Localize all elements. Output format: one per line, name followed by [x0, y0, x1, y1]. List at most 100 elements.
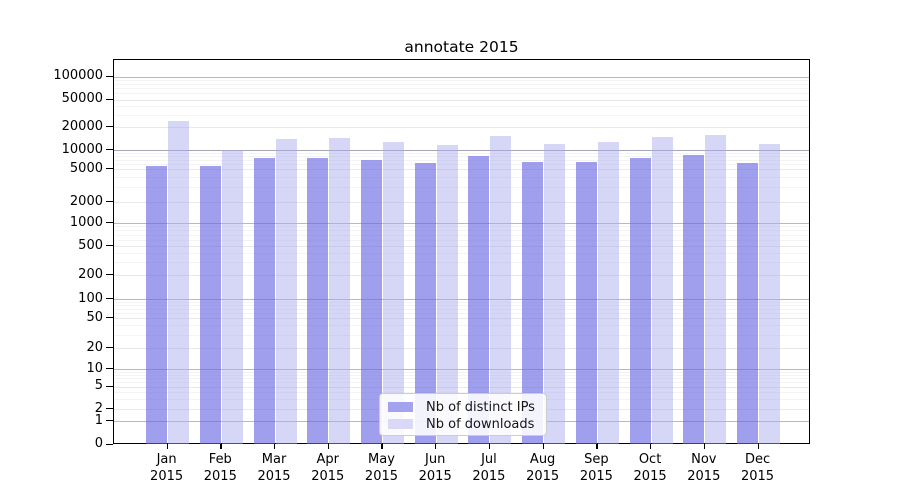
y-axis-tick: [106, 347, 113, 349]
bar-distinct-ips: [146, 165, 168, 445]
bar-downloads: [382, 141, 404, 445]
gridline-minor: [114, 93, 809, 95]
bar-downloads: [759, 143, 781, 445]
x-axis-tick: [274, 444, 276, 449]
y-axis-tick: [106, 408, 113, 410]
legend: Nb of distinct IPs Nb of downloads: [379, 393, 547, 436]
bar-downloads: [651, 136, 673, 445]
bar-distinct-ips: [253, 157, 275, 445]
gridline: [114, 169, 809, 170]
gridline-minor: [114, 159, 809, 161]
y-axis-tick: [106, 75, 113, 77]
y-tick-label: 1: [94, 412, 103, 428]
x-axis-tick: [757, 444, 759, 449]
x-tick-label: Jan 2015: [150, 452, 184, 484]
legend-label: Nb of downloads: [426, 416, 535, 432]
bar-distinct-ips: [307, 158, 329, 445]
bar-downloads: [436, 144, 458, 445]
x-axis-tick: [220, 444, 222, 449]
x-tick-label: Aug 2015: [526, 452, 560, 484]
bar-distinct-ips: [683, 155, 705, 445]
y-axis-tick: [106, 420, 113, 422]
legend-label: Nb of distinct IPs: [426, 399, 535, 415]
bar-distinct-ips: [575, 162, 597, 445]
gridline-minor: [114, 177, 809, 179]
y-tick-label: 50: [86, 309, 103, 325]
bar-downloads: [705, 135, 727, 445]
x-axis-tick: [166, 444, 168, 449]
gridline-minor: [114, 374, 809, 376]
gridline-minor: [114, 83, 809, 85]
gridline-minor: [114, 152, 809, 154]
gridline-minor: [114, 156, 809, 158]
bar-distinct-ips: [737, 163, 759, 445]
y-axis-tick: [106, 149, 113, 151]
bar-distinct-ips: [522, 161, 544, 445]
gridline: [114, 318, 809, 319]
x-tick-label: Feb 2015: [203, 452, 237, 484]
y-tick-label: 200: [78, 266, 103, 282]
y-tick-label: 0: [94, 436, 103, 451]
y-axis-tick: [106, 298, 113, 300]
gridline: [114, 275, 809, 276]
legend-swatch-downloads: [388, 419, 413, 429]
y-axis-tick: [106, 98, 113, 100]
gridline-minor: [114, 371, 809, 373]
y-tick-label: 20: [86, 339, 103, 355]
gridline: [114, 386, 809, 388]
gridline-minor: [114, 334, 809, 336]
bar-downloads: [490, 135, 512, 445]
y-tick-label: 50000: [61, 91, 103, 106]
y-axis-tick: [106, 443, 113, 445]
y-axis-tick: [106, 126, 113, 128]
gridline-minor: [114, 187, 809, 189]
x-axis-tick: [703, 444, 705, 449]
y-axis-tick: [106, 201, 113, 203]
y-tick-label: 20000: [61, 118, 103, 134]
y-tick-label: 5: [94, 378, 103, 393]
bar-distinct-ips: [629, 157, 651, 445]
y-axis-tick: [106, 168, 113, 170]
x-tick-label: Jun 2015: [418, 452, 452, 484]
x-axis-tick: [488, 444, 491, 449]
plot-area: [113, 59, 810, 445]
gridline: [114, 246, 809, 247]
gridline-minor: [114, 325, 809, 327]
y-axis-tick: [106, 274, 113, 276]
y-axis-tick: [106, 385, 113, 387]
x-axis-tick: [542, 444, 544, 449]
gridline: [114, 127, 809, 128]
gridline-minor: [114, 106, 809, 108]
gridline-minor: [114, 381, 809, 383]
chart-title: annotate 2015: [404, 38, 519, 56]
gridline-minor: [114, 253, 809, 255]
gridline-minor: [114, 305, 809, 307]
x-tick-label: Nov 2015: [687, 452, 721, 484]
gridline: [114, 150, 809, 151]
bar-distinct-ips: [414, 162, 436, 445]
y-tick-label: 5000: [69, 160, 103, 176]
gridline-minor: [114, 391, 809, 393]
x-axis-tick: [327, 444, 329, 449]
gridline-minor: [114, 378, 809, 379]
gridline-minor: [114, 88, 809, 90]
gridline-minor: [114, 313, 809, 314]
y-tick-label: 2000: [69, 193, 103, 209]
gridline: [114, 99, 809, 101]
y-tick-label: 100000: [53, 68, 103, 83]
y-axis-tick: [106, 222, 113, 224]
gridline-minor: [114, 226, 809, 228]
gridline-minor: [114, 114, 809, 116]
bar-downloads: [544, 143, 566, 445]
gridline-minor: [114, 239, 809, 241]
gridline: [114, 369, 809, 370]
bar-downloads: [329, 137, 351, 445]
x-axis-tick: [650, 444, 652, 449]
x-axis-tick: [596, 444, 598, 449]
x-tick-label: Dec 2015: [740, 452, 775, 484]
gridline-minor: [114, 301, 809, 303]
y-tick-label: 500: [78, 237, 103, 253]
y-tick-label: 100: [78, 290, 103, 306]
x-tick-label: May 2015: [364, 452, 399, 484]
